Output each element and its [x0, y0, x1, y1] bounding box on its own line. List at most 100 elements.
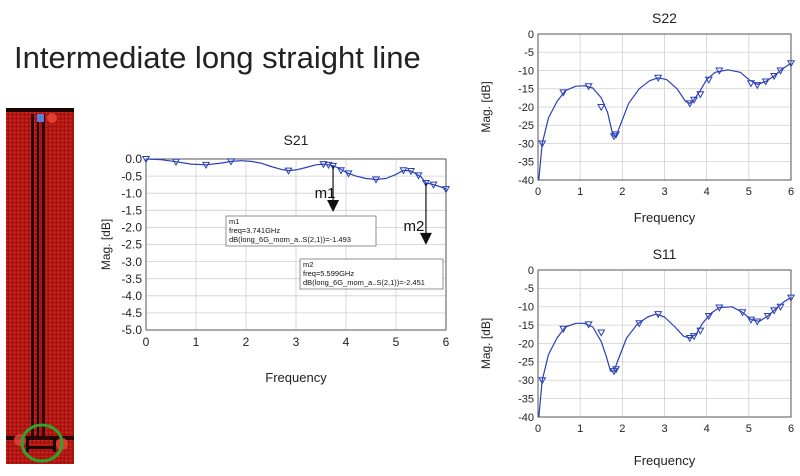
s11-xtick-label: 3 [661, 423, 667, 435]
s22-data-point [597, 104, 606, 112]
s11-data-point [685, 334, 694, 343]
pcb-layout-image [6, 108, 74, 464]
s11-xtick-label: 1 [577, 423, 583, 435]
s11-data-point [611, 366, 621, 374]
s11-ytick-label: -30 [518, 375, 534, 387]
s22-ytick-label: -10 [518, 65, 534, 77]
s22-xtick-label: 3 [661, 186, 667, 198]
s21-data-point [324, 161, 333, 170]
s21-data-point [406, 167, 416, 176]
s21-xtick-label: 6 [443, 335, 450, 349]
m2-readout-box [299, 258, 444, 290]
s11-data-point [696, 327, 705, 335]
s11-data-point [763, 312, 772, 321]
s22-data-point [654, 74, 663, 83]
s11-data-point [738, 309, 747, 317]
s22-plot-frame [537, 33, 792, 181]
s21-series-line [145, 158, 447, 190]
s11-data-point [584, 321, 593, 329]
s21-ytick-label: -0.5 [121, 169, 142, 183]
s11-xtick-label: 2 [619, 423, 625, 435]
s21-ytick-label: -3.0 [121, 255, 142, 269]
s11-ytick-label: -15 [518, 320, 534, 332]
s21-xtick-label: 4 [343, 335, 350, 349]
m1-readout-box [225, 215, 377, 247]
s21-data-point [336, 167, 346, 175]
s22-ytick-label: -25 [518, 120, 534, 132]
s11-xtick-label: 6 [788, 423, 794, 435]
s21-ylabel: Mag. [dB] [99, 219, 113, 270]
s22-title: S22 [652, 10, 677, 26]
m1-readout-line: m1 [229, 217, 239, 226]
s21-data-point [421, 179, 431, 188]
s21-data-point [319, 161, 328, 169]
s21-chart: S21 0.0 -0.5 -1.0 -1.5 -2.0 -2.5 -3.0 -3.5 -4.0 -4… [99, 132, 451, 385]
s22-data-point [685, 100, 694, 108]
s21-data-point [441, 186, 451, 194]
s21-ytick-label: -4.5 [121, 306, 142, 320]
s11-ytick-label: -40 [518, 412, 534, 424]
s11-data-point [597, 329, 606, 337]
s21-data-point [344, 170, 353, 178]
s22-ytick-label: -5 [524, 47, 534, 59]
s22-xtick-label: 1 [577, 186, 583, 198]
s22-data-point [786, 60, 796, 68]
s21-data-point [201, 161, 211, 170]
s22-data-point [776, 67, 785, 75]
s11-xlabel: Frequency [634, 453, 696, 468]
s22-data-point [746, 80, 755, 88]
s22-ytick-label: -40 [518, 175, 534, 187]
s22-ytick-label: -30 [518, 138, 534, 150]
s22-xlabel: Frequency [634, 210, 696, 225]
s21-data-point [141, 156, 151, 164]
s21-xlabel: Frequency [265, 370, 327, 385]
s21-data-point [171, 158, 181, 166]
s21-ytick-label: -1.5 [121, 204, 142, 218]
s11-data-point [746, 316, 755, 324]
s11-data-point [689, 333, 699, 341]
s11-ytick-label: -20 [518, 338, 534, 350]
s11-plot-frame [537, 269, 792, 418]
s22-data-point [611, 131, 621, 139]
s22-data-point [715, 67, 724, 75]
s11-data-point [770, 307, 779, 315]
s11-ylabel: Mag. [dB] [479, 318, 493, 369]
s22-xtick-label: 6 [788, 186, 794, 198]
m2-marker-label: m2 [404, 218, 425, 235]
s22-data-point [753, 82, 762, 90]
m1-marker-label: m1 [315, 185, 336, 202]
s22-data-point [559, 89, 568, 97]
s11-data-point [654, 311, 663, 319]
s21-data-point [328, 162, 338, 171]
s11-data-point [715, 304, 724, 312]
s21-ytick-label: -1.0 [121, 186, 142, 200]
s11-ytick-label: -25 [518, 357, 534, 369]
s21-data-point [414, 172, 423, 180]
m2-marker-arrow [419, 232, 432, 245]
s22-ytick-label: -35 [518, 157, 534, 169]
m1-marker-arrow [327, 200, 340, 213]
s21-ytick-label: 0.0 [125, 152, 142, 166]
s21-ytick-label: -4.0 [121, 289, 142, 303]
slide-title: Intermediate long straight line [14, 40, 421, 75]
s22-data-point [761, 78, 770, 86]
s11-xtick-label: 4 [704, 423, 710, 435]
s21-ytick-label: -3.5 [121, 272, 142, 286]
s11-data-point [538, 377, 547, 385]
s21-xtick-label: 1 [193, 335, 200, 349]
s11-data-point [786, 294, 796, 302]
s11-series-line [538, 297, 792, 418]
s11-xtick-label: 5 [746, 423, 752, 435]
s22-data-point [770, 72, 779, 81]
s11-ytick-label: -5 [524, 283, 534, 295]
s22-data-point [704, 76, 713, 84]
s11-ytick-label: -10 [518, 302, 534, 314]
s22-data-point [584, 83, 593, 91]
s11-data-point [753, 318, 762, 326]
s22-data-point [689, 96, 699, 104]
s21-xtick-label: 0 [143, 335, 150, 349]
s11-ytick-label: -35 [518, 393, 534, 405]
m1-readout-line: freq=3.741GHz [229, 226, 280, 235]
